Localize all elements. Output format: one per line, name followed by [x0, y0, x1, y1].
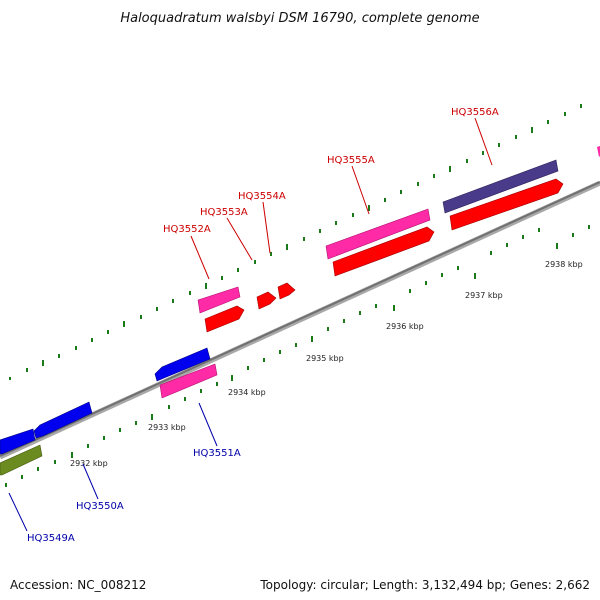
gene-feature[interactable] [325, 208, 431, 260]
gene-label-hq3551a: HQ3551A [193, 448, 241, 459]
genome-summary-text: Topology: circular; Length: 3,132,494 bp… [260, 578, 590, 592]
gene-feature[interactable] [597, 146, 600, 157]
forward-cds-track [204, 178, 564, 333]
forward-gene-track [197, 146, 600, 314]
scale-tick-label: 2935 kbp [306, 354, 344, 363]
gene-feature[interactable] [197, 286, 241, 314]
outer-tick-track [9, 104, 582, 380]
gene-feature[interactable] [0, 428, 36, 455]
genome-backbone-edge [0, 181, 600, 457]
reverse-gene-track [0, 347, 218, 476]
gene-label-hq3550a: HQ3550A [76, 501, 124, 512]
gene-label-hq3552a: HQ3552A [163, 224, 211, 235]
gene-label-hq3553a: HQ3553A [200, 207, 248, 218]
gene-feature[interactable] [0, 444, 43, 476]
inner-tick-track [5, 225, 590, 487]
gene-feature[interactable] [159, 363, 218, 399]
gene-label-hq3554a: HQ3554A [238, 191, 286, 202]
accession-text: Accession: NC_008212 [10, 578, 147, 592]
cds-feature[interactable] [449, 178, 564, 231]
cds-feature[interactable] [256, 291, 277, 310]
cds-feature[interactable] [277, 282, 296, 300]
gene-feature[interactable] [154, 347, 211, 382]
gene-feature[interactable] [33, 401, 93, 439]
scale-tick-label: 2936 kbp [386, 322, 424, 331]
scale-tick-label: 2938 kbp [545, 260, 583, 269]
map-title: Haloquadratum walsbyi DSM 16790, complet… [120, 11, 479, 26]
scale-tick-label: 2932 kbp [70, 459, 108, 468]
label-leaders [8, 117, 493, 532]
gene-label-hq3556a: HQ3556A [451, 107, 499, 118]
scale-tick-label: 2937 kbp [465, 291, 503, 300]
cds-feature[interactable] [332, 226, 435, 277]
cds-feature[interactable] [204, 305, 245, 333]
gene-label-hq3555a: HQ3555A [327, 155, 375, 166]
scale-tick-label: 2934 kbp [228, 388, 266, 397]
scale-tick-label: 2933 kbp [148, 423, 186, 432]
gene-label-hq3549a: HQ3549A [27, 533, 75, 544]
gene-feature[interactable] [442, 159, 559, 214]
